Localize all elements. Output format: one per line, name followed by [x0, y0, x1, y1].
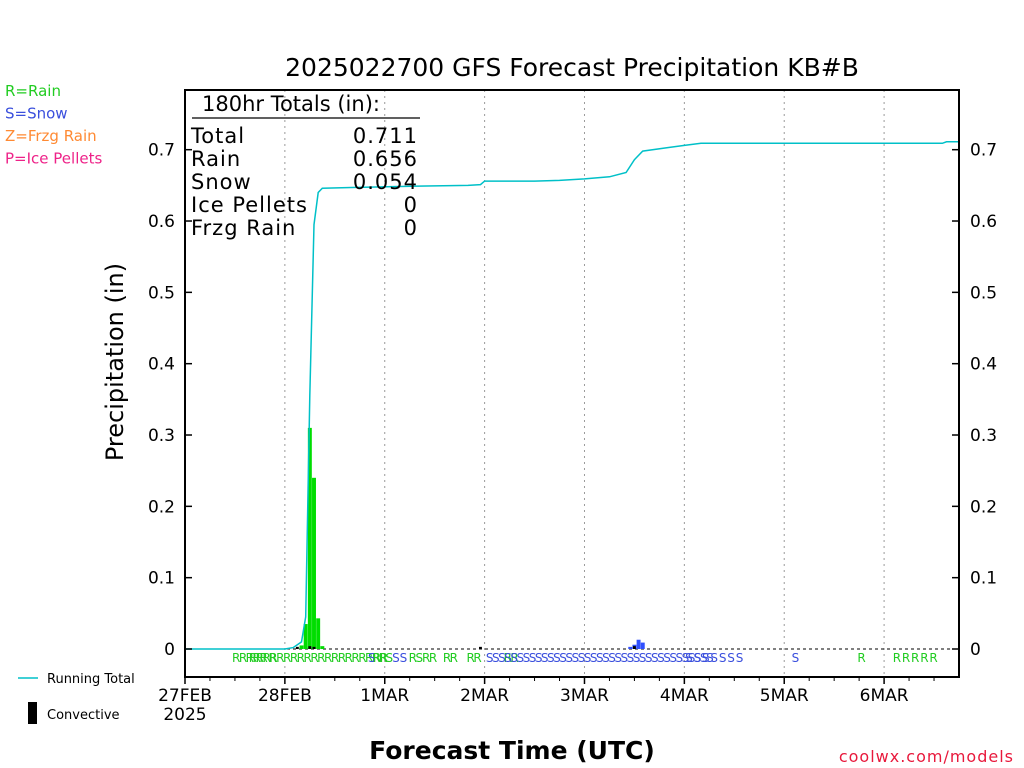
precip-type-marker: S	[400, 651, 407, 665]
precip-bar	[307, 427, 312, 649]
y-tick-label-left: 0	[164, 640, 175, 660]
precip-type-marker: S S S S S S S	[685, 651, 743, 665]
y-tick-label-left: 0.4	[148, 355, 175, 375]
x-tick-label: 1MAR	[360, 686, 409, 706]
precip-type-marker: RRRRRRRRRRRRRRRRRRRRS	[249, 651, 393, 665]
totals-row-value: 0	[404, 216, 418, 240]
y-tick-label-left: 0.7	[148, 141, 175, 161]
y-tick-label-right: 0.5	[970, 283, 997, 303]
totals-row-value: 0.711	[353, 124, 418, 148]
precip-type-legend: R=Rain S=Snow Z=Frzg Rain P=Ice Pellets	[5, 82, 102, 168]
totals-row-value: 0.054	[353, 170, 418, 194]
precip-type-marker: RR	[422, 651, 437, 665]
totals-row-value: 0.656	[353, 147, 418, 171]
y-tick-label-left: 0.1	[148, 569, 175, 589]
precip-bar	[320, 646, 325, 649]
convective-bar	[632, 646, 636, 649]
day-gridlines	[185, 90, 959, 677]
precip-legend-entry: R=Rain	[5, 82, 61, 100]
precip-bar	[299, 645, 304, 649]
precip-type-marker: RRRRR R	[232, 651, 277, 665]
x-axis-label: Forecast Time (UTC)	[369, 736, 655, 765]
totals-row-label: Snow	[191, 170, 252, 194]
precip-type-marker: R R R R R	[893, 651, 938, 665]
series-legend-label: Running Total	[47, 672, 135, 687]
chart-title: 2025022700 GFS Forecast Precipitation KB…	[285, 53, 859, 82]
convective-bar	[295, 646, 299, 649]
y-tick-label-left: 0.5	[148, 283, 175, 303]
series-legend: Running Total Convective	[18, 672, 135, 724]
precip-legend-entry: S=Snow	[5, 105, 68, 123]
x-tick-label: 5MAR	[760, 686, 809, 706]
x-tick-label: 4MAR	[660, 686, 709, 706]
precip-type-marker: S	[792, 651, 799, 665]
y-axis-label: Precipitation (in)	[101, 263, 129, 461]
axes: 0 00.1 0.10.2 0.20.3 0.30.4 0.40.5 0.50.6 0.60.…	[148, 141, 997, 725]
convective-bar	[478, 646, 482, 649]
totals-header: 180hr Totals (in):	[202, 92, 380, 116]
precip-bar	[303, 624, 308, 649]
precip-type-marker: S	[392, 651, 399, 665]
precip-bar	[640, 642, 645, 649]
totals-box: 180hr Totals (in): Total 0.711 Rain 0.656 Sn…	[190, 92, 420, 240]
x-tick-label: 6MAR	[860, 686, 909, 706]
totals-row-label: Rain	[191, 147, 241, 171]
totals-row-label: Ice Pellets	[191, 193, 308, 217]
y-tick-label-right: 0.2	[970, 497, 997, 517]
precip-type-marker: R	[857, 651, 865, 665]
precip-type-marker: RR	[467, 651, 482, 665]
y-tick-label-left: 0.6	[148, 212, 175, 232]
precip-bar	[628, 646, 633, 649]
totals-row-value: 0	[404, 193, 418, 217]
credit-text: coolwx.com/models	[839, 747, 1014, 766]
precip-bar	[636, 639, 641, 649]
x-tick-label: 2MAR	[460, 686, 509, 706]
precip-type-marker: RR	[373, 651, 388, 665]
precip-legend-entry: Z=Frzg Rain	[5, 127, 97, 145]
precip-type-marker: S	[368, 651, 375, 665]
convective-swatch	[28, 702, 37, 724]
x-tick-sublabel: 2025	[163, 705, 206, 725]
precip-legend-entry: P=Ice Pellets	[5, 150, 102, 168]
y-tick-label-right: 0.3	[970, 426, 997, 446]
series-legend-label: Convective	[47, 708, 120, 723]
y-tick-label-left: 0.2	[148, 497, 175, 517]
convective-bar	[312, 646, 316, 649]
convective-bar	[308, 646, 312, 649]
precip-type-marker: SSSSSSSSSSSSSSSSSSSSSSSSSSSSSSSSSSSSS	[486, 651, 713, 665]
running-total-line-group	[185, 141, 959, 650]
y-tick-label-right: 0.6	[970, 212, 997, 232]
precip-bar	[316, 618, 321, 649]
x-tick-label: 3MAR	[560, 686, 609, 706]
x-tick-label: 27FEB	[158, 686, 212, 706]
y-tick-label-left: 0.3	[148, 426, 175, 446]
precip-bar	[312, 477, 316, 649]
y-tick-label-right: 0.7	[970, 141, 997, 161]
totals-row-label: Total	[190, 124, 245, 148]
precip-bars	[295, 427, 645, 649]
precip-type-marker: RR	[443, 651, 458, 665]
y-tick-label-right: 0.4	[970, 355, 997, 375]
y-tick-label-right: 0	[970, 640, 981, 660]
precip-type-marker: RR	[504, 651, 519, 665]
totals-row-label: Frzg Rain	[191, 216, 296, 240]
precip-type-marker: RS	[409, 651, 423, 665]
running-total-line	[185, 141, 959, 650]
plot-frame	[184, 89, 960, 678]
x-tick-label: 28FEB	[258, 686, 312, 706]
y-tick-label-right: 0.1	[970, 569, 997, 589]
